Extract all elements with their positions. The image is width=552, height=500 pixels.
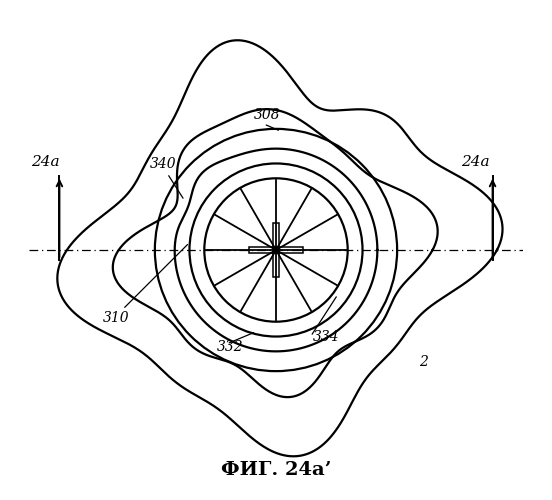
Bar [273,253,279,276]
Text: 24a: 24a [461,155,490,169]
Bar [250,248,273,252]
Text: 332: 332 [217,340,243,354]
Text: 24a: 24a [31,155,60,169]
Bar [273,224,279,247]
Bar [279,248,302,252]
Text: 310: 310 [103,310,130,324]
Text: 2: 2 [420,355,428,369]
Text: 308: 308 [254,108,280,122]
Text: 340: 340 [150,158,177,172]
Text: ФИГ. 24a’: ФИГ. 24a’ [221,461,331,479]
Text: 334: 334 [313,330,339,344]
